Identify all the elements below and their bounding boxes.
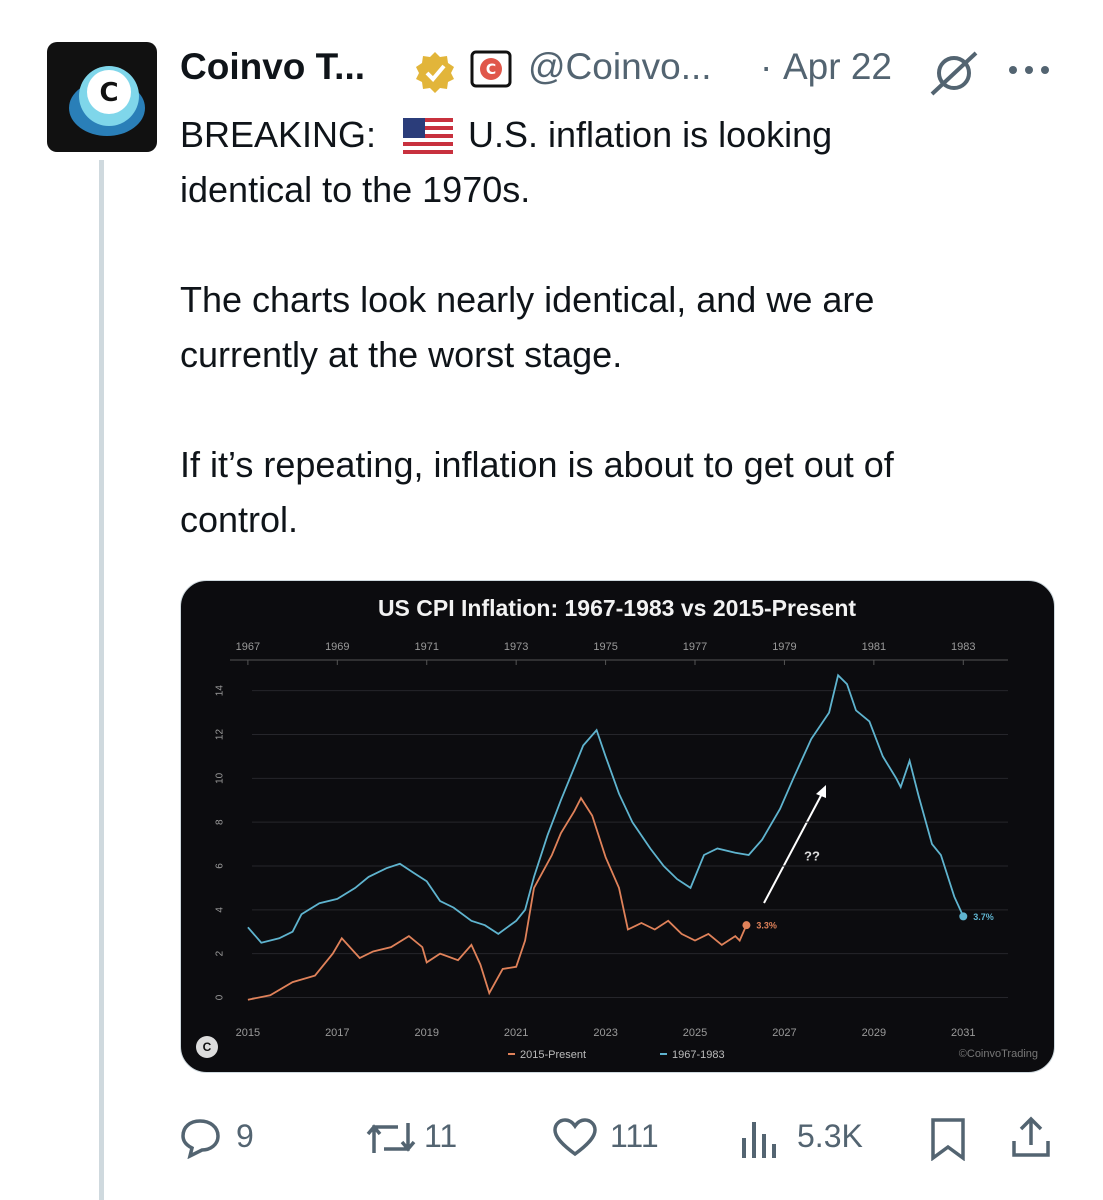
svg-text:C: C bbox=[99, 78, 118, 108]
x2-tick-label: 1983 bbox=[951, 641, 975, 653]
logo-letter: C bbox=[203, 1040, 212, 1054]
text-line: U.S. inflation is looking bbox=[468, 114, 833, 155]
repost-icon[interactable] bbox=[364, 1119, 418, 1157]
legend-label: 1967-1983 bbox=[672, 1049, 725, 1061]
x-tick-label: 2029 bbox=[862, 1027, 886, 1039]
y-tick-label: 8 bbox=[215, 819, 226, 825]
y-tick-label: 6 bbox=[215, 863, 226, 869]
handle[interactable]: @Coinvo... bbox=[528, 46, 712, 87]
y-tick-label: 14 bbox=[215, 685, 226, 697]
value-label: 3.7% bbox=[973, 912, 994, 922]
views-icon[interactable] bbox=[740, 1118, 784, 1160]
text-line: currently at the worst stage. bbox=[180, 334, 623, 375]
x2-tick-label: 1973 bbox=[504, 641, 528, 653]
y-tick-label: 4 bbox=[215, 907, 226, 913]
x-tick-label: 2025 bbox=[683, 1027, 707, 1039]
x2-tick-label: 1969 bbox=[325, 641, 349, 653]
text-line: identical to the 1970s. bbox=[180, 169, 531, 210]
x-tick-label: 2021 bbox=[504, 1027, 528, 1039]
x2-tick-label: 1975 bbox=[593, 641, 617, 653]
svg-text:C: C bbox=[486, 62, 496, 78]
more-menu[interactable] bbox=[1005, 62, 1053, 78]
author-name[interactable]: Coinvo T... bbox=[180, 46, 365, 87]
series-line bbox=[247, 673, 965, 944]
legend-label: 2015-Present bbox=[520, 1049, 586, 1061]
end-point bbox=[742, 921, 751, 930]
annotation: ?? bbox=[804, 848, 820, 863]
text-line: BREAKING: bbox=[180, 114, 377, 155]
y-tick-label: 10 bbox=[215, 772, 226, 784]
chart-image[interactable]: US CPI Inflation: 1967-1983 vs 2015-Pres… bbox=[180, 580, 1055, 1073]
x-tick-label: 2017 bbox=[325, 1027, 349, 1039]
arrow bbox=[763, 789, 825, 904]
us-flag bbox=[403, 118, 453, 154]
x2-tick-label: 1971 bbox=[414, 641, 438, 653]
grok-icon[interactable] bbox=[928, 50, 980, 96]
y-tick-label: 0 bbox=[215, 994, 226, 1000]
series-line bbox=[247, 796, 748, 1001]
x2-tick-label: 1979 bbox=[772, 641, 796, 653]
verified-badge bbox=[416, 52, 454, 93]
arrow-head bbox=[816, 785, 826, 798]
affiliate-badge: C bbox=[470, 50, 512, 88]
y-tick-label: 12 bbox=[215, 729, 226, 741]
x-tick-label: 2031 bbox=[951, 1027, 975, 1039]
like-count: 111 bbox=[610, 1118, 659, 1154]
avatar[interactable]: C bbox=[47, 42, 157, 152]
value-label: 3.3% bbox=[756, 921, 777, 931]
share-icon[interactable] bbox=[1010, 1115, 1052, 1159]
separator: · bbox=[760, 46, 773, 87]
repost-count: 11 bbox=[424, 1118, 458, 1154]
chart-title: US CPI Inflation: 1967-1983 vs 2015-Pres… bbox=[378, 595, 856, 621]
text-line: control. bbox=[180, 499, 299, 540]
bookmark-icon[interactable] bbox=[928, 1117, 968, 1161]
text-line: If it’s repeating, inflation is about to… bbox=[180, 444, 894, 485]
view-count: 5.3K bbox=[797, 1118, 863, 1154]
reply-icon[interactable] bbox=[180, 1117, 222, 1159]
x2-tick-label: 1981 bbox=[862, 641, 886, 653]
end-point bbox=[959, 912, 968, 921]
y-tick-label: 2 bbox=[215, 950, 226, 956]
x-tick-label: 2027 bbox=[772, 1027, 796, 1039]
x2-tick-label: 1977 bbox=[683, 641, 707, 653]
reply-count: 9 bbox=[236, 1118, 254, 1154]
x-tick-label: 2019 bbox=[414, 1027, 438, 1039]
text-line: The charts look nearly identical, and we… bbox=[180, 279, 875, 320]
x2-tick-label: 1967 bbox=[236, 641, 260, 653]
like-icon[interactable] bbox=[552, 1118, 598, 1158]
thread-line bbox=[99, 160, 104, 1200]
x-tick-label: 2015 bbox=[236, 1027, 260, 1039]
date[interactable]: Apr 22 bbox=[783, 46, 893, 87]
watermark: ©CoinvoTrading bbox=[959, 1048, 1038, 1060]
logo bbox=[196, 1036, 218, 1058]
x-tick-label: 2023 bbox=[593, 1027, 617, 1039]
